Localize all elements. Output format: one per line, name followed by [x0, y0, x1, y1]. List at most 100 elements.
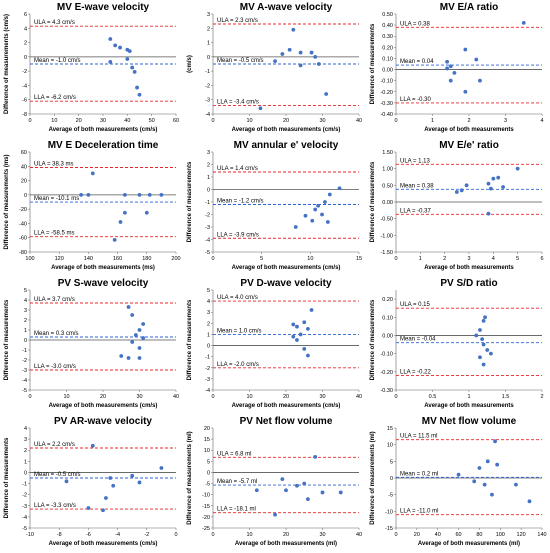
data-point — [456, 472, 461, 477]
data-point — [480, 337, 485, 341]
data-point — [302, 346, 307, 351]
x-tick-label: 1 — [431, 118, 434, 124]
y-tick-label: 2 — [24, 318, 27, 324]
y-tick-label: -0.10 — [380, 352, 393, 358]
y-tick-label: -6 — [22, 98, 27, 104]
y-tick-label: 3 — [207, 310, 210, 316]
x-axis-label: Average of both measurements (cm/s) — [232, 127, 341, 133]
x-tick-label: 140 — [537, 532, 546, 538]
y-tick-label: 0 — [207, 344, 210, 350]
data-point — [320, 490, 325, 495]
data-point — [130, 313, 135, 317]
lla-label: LLA = -3.3 cm/s — [34, 503, 76, 509]
ula-label: ULA = 38.3 ms — [34, 162, 74, 168]
lla-label: LLA = -3.0 cm/s — [34, 364, 76, 370]
y-tick-label: -1 — [22, 348, 27, 354]
data-point — [478, 328, 482, 332]
data-point — [123, 210, 127, 215]
y-tick-label: 40 — [21, 164, 27, 170]
ula-label: ULA = 6.8 ml — [217, 451, 252, 457]
y-tick-label: 1 — [24, 328, 27, 334]
x-tick-label: 10 — [307, 256, 313, 262]
data-point — [108, 37, 113, 41]
data-point — [489, 351, 493, 356]
x-tick-label: 5 — [516, 256, 519, 262]
mean-label: Mean = 1.0 cm/s — [217, 328, 262, 334]
data-point — [478, 355, 482, 360]
chart-title: MV E/e' ratio — [439, 140, 499, 151]
x-tick-label: 30 — [319, 118, 325, 124]
ula-label: ULA = 0.15 — [400, 302, 431, 308]
data-point — [291, 334, 296, 339]
data-point — [147, 192, 152, 197]
y-tick-label: -3 — [22, 504, 27, 510]
y-tick-label: -0.50 — [380, 217, 393, 223]
y-tick-label: -4 — [205, 238, 210, 244]
x-tick-label: 0 — [211, 394, 214, 400]
data-point — [273, 59, 277, 64]
y-tick-label: 3 — [24, 308, 27, 314]
data-point — [521, 20, 526, 25]
x-tick-label: 30 — [319, 532, 325, 538]
y-tick-label: -5 — [205, 250, 210, 256]
ula-label: ULA = 1.13 — [400, 158, 431, 164]
x-tick-label: 0 — [394, 118, 397, 124]
y-tick-label: -4 — [22, 515, 27, 521]
chart-svg: PV S/D ratio -0.30 -0.20 -0.10 0.00 0.10 0.20 0… — [370, 278, 544, 409]
data-point — [118, 45, 122, 50]
x-tick-label: 80 — [476, 532, 482, 538]
x-tick-label: 20 — [414, 532, 420, 538]
x-tick-label: 1.5 — [502, 394, 510, 400]
data-point — [298, 332, 303, 337]
x-tick-label: 200 — [171, 256, 180, 262]
y-axis-label: Difference of measurements — [370, 161, 376, 242]
chart-panel: MV E-wave velocity -8 -6 -4 -2 0 2 4 6 0 10 20 30 40 5… — [0, 0, 183, 138]
x-tick-label: 40 — [173, 394, 179, 400]
data-point — [464, 183, 469, 188]
y-tick-label: -4 — [205, 388, 210, 394]
data-point — [101, 508, 105, 513]
x-tick-label: 20 — [100, 394, 106, 400]
y-tick-label: -5 — [388, 493, 393, 499]
lla-label: LLA = -0.37 — [400, 208, 432, 214]
data-point — [287, 47, 292, 52]
x-tick-label: 0 — [211, 256, 214, 262]
data-point — [445, 59, 449, 64]
y-axis-label: Difference of measurements (ms) — [4, 154, 10, 249]
data-point — [310, 218, 315, 223]
data-point — [309, 50, 314, 55]
x-tick-label: 10 — [246, 394, 252, 400]
y-tick-label: -1.50 — [380, 250, 393, 256]
y-tick-label: 1.50 — [382, 150, 393, 156]
y-tick-label: 1 — [207, 41, 210, 47]
x-tick-label: 6 — [540, 256, 543, 262]
x-axis-label: Average of both measurements — [424, 403, 514, 409]
y-tick-label: 3 — [207, 150, 210, 156]
data-point — [306, 326, 310, 331]
y-tick-label: 2 — [207, 321, 210, 327]
y-tick-label: -0.30 — [380, 388, 393, 394]
chart-title: PV Net flow volume — [240, 416, 333, 427]
x-tick-label: 0 — [394, 532, 397, 538]
data-point — [137, 92, 142, 97]
y-tick-label: -5 — [205, 482, 210, 488]
mean-label: Mean = 0.38 — [400, 183, 434, 189]
data-point — [298, 63, 303, 68]
y-tick-label: 5 — [207, 459, 210, 465]
data-point — [90, 171, 95, 176]
data-point — [478, 78, 482, 83]
data-point — [313, 454, 318, 459]
x-tick-label: -10 — [26, 532, 34, 538]
data-point — [141, 336, 146, 340]
data-point — [306, 353, 310, 358]
data-point — [483, 315, 487, 320]
data-point — [144, 210, 149, 215]
x-axis-label: Average of both measurements (ms) — [51, 265, 155, 271]
data-point — [291, 322, 296, 327]
chart-panel: PV Net flow volume -25 -20 -15 -10 -5 0 5 10 15 20… — [183, 414, 366, 552]
lla-label: LLA = -11.0 ml — [400, 509, 438, 515]
x-tick-label: 100 — [25, 256, 34, 262]
x-tick-label: 120 — [517, 532, 526, 538]
